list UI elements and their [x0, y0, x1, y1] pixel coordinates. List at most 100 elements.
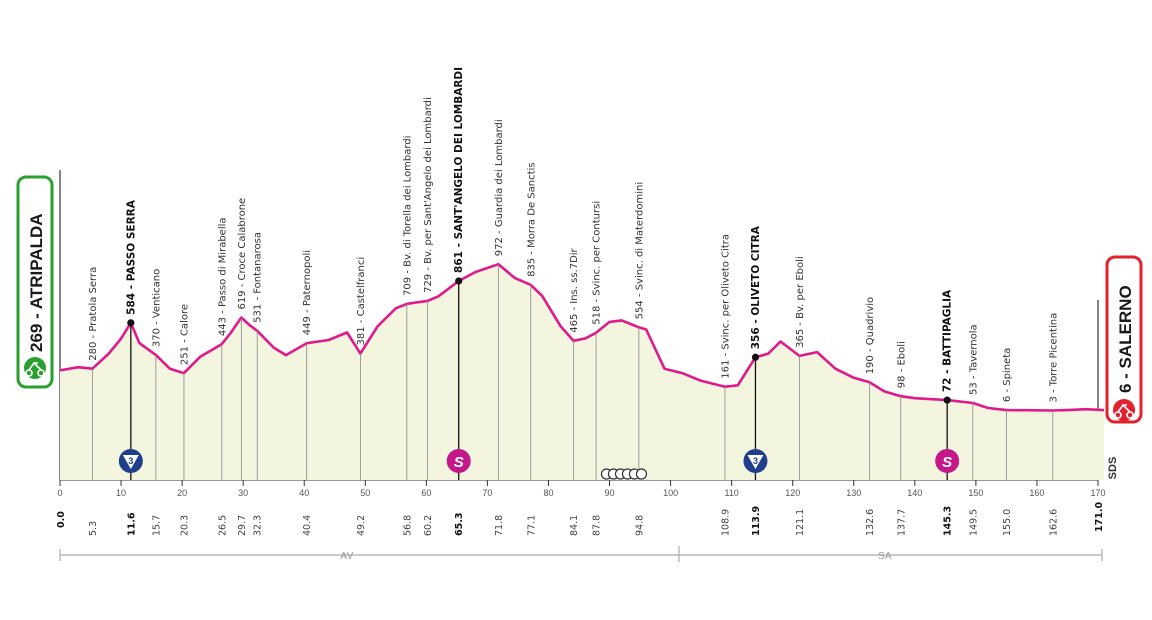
waypoint-km-label: 29.7 — [237, 515, 248, 536]
waypoint-km-label: 56.8 — [402, 515, 413, 536]
start-marker: 269 - ATRIPALDA — [16, 175, 54, 389]
waypoint-dot — [751, 353, 760, 361]
waypoint-km-label: 113.9 — [751, 506, 762, 536]
climb-category-label: 3 — [128, 456, 133, 466]
waypoint-label: 370 - Venticano — [151, 269, 162, 347]
waypoint-label: 3 - Torre Picentina — [1048, 313, 1059, 403]
waypoint-dot — [127, 319, 135, 327]
waypoint-label: 356 - OLIVETO CITRA — [750, 225, 762, 349]
waypoints: 280 - Pratola Serra 5.3 584 - PASSO SERRA 1… — [56, 67, 1105, 536]
waypoint-km-label: 77.1 — [526, 515, 537, 536]
waypoint-km-label: 71.8 — [494, 515, 505, 536]
finish-km-label: 171.0 — [1094, 502, 1105, 532]
waypoint-label: 365 - Bv. per Eboli — [795, 256, 806, 348]
x-tick-label: 0 — [57, 488, 62, 498]
province-bar: AV SA — [59, 546, 1103, 562]
waypoint-label: 381 - Castelfranci — [356, 257, 367, 346]
waypoint-label: 449 - Paternopoli — [302, 250, 313, 335]
waypoint-km-label: 145.3 — [943, 506, 954, 536]
waypoint-km-label: 11.6 — [126, 512, 137, 536]
waypoint-km-label: 49.2 — [356, 515, 367, 536]
waypoint-label: 709 - Bv. di Torella dei Lombardi — [402, 136, 413, 296]
waypoint-label: 443 - Passo di Mirabella — [217, 217, 228, 336]
waypoint-km-label: 5.3 — [88, 521, 99, 536]
waypoint-label: 72 - BATTIPAGLIA — [942, 289, 954, 392]
waypoint-label: 280 - Pratola Serra — [88, 267, 99, 361]
waypoint-km-label: 84.1 — [569, 515, 580, 536]
waypoint-label: 98 - Eboli — [896, 341, 907, 388]
waypoint-km-label: 94.8 — [634, 515, 645, 536]
waypoint-label: 518 - Svinc. per Contursi — [592, 201, 603, 325]
waypoint-label: 619 - Croce Calabrone — [237, 198, 248, 310]
start-label: 269 - ATRIPALDA — [27, 213, 46, 352]
x-tick-label: 20 — [177, 488, 187, 498]
x-tick-label: 90 — [605, 488, 615, 498]
waypoint-km-label: 60.2 — [423, 515, 434, 536]
sprint-label: S — [942, 454, 952, 471]
waypoint-label: 531 - Fontanarosa — [253, 232, 264, 323]
waypoint-km-label: 20.3 — [179, 515, 190, 536]
x-tick-label: 30 — [238, 488, 248, 498]
x-tick-label: 80 — [543, 488, 553, 498]
climb-triangle — [122, 455, 139, 469]
waypoint-dot — [455, 277, 463, 285]
waypoint-km-label: 26.5 — [217, 515, 228, 536]
x-tick-label: 140 — [907, 488, 922, 498]
x-tick-label: 50 — [360, 488, 370, 498]
waypoint-km-label: 121.1 — [795, 509, 806, 536]
x-tick-label: 170 — [1090, 488, 1105, 498]
x-tick-label: 40 — [299, 488, 309, 498]
sprint-icon — [935, 449, 960, 473]
x-tick-label: 150 — [968, 488, 983, 498]
waypoint-km-label: 155.0 — [1002, 509, 1013, 536]
finish-bike-icon — [1113, 399, 1135, 421]
feed-zone-icon — [635, 468, 648, 480]
sprint-label: S — [454, 454, 464, 471]
waypoint-km-label: 132.6 — [865, 509, 876, 536]
waypoint-label: 251 - Calore — [179, 304, 190, 365]
x-tick-label: 100 — [663, 488, 678, 498]
x-tick-label: 130 — [846, 488, 861, 498]
profile-line — [59, 262, 1105, 412]
waypoint-km-label: 108.9 — [720, 509, 731, 536]
waypoint-label: 861 - SANT'ANGELO DEI LOMBARDI — [453, 67, 465, 273]
sprint-icon — [446, 449, 471, 473]
brand-logo: SDS — [1107, 457, 1119, 480]
finish-marker: 6 - SALERNO — [1105, 255, 1143, 424]
x-tick-label: 10 — [116, 488, 126, 498]
waypoint-label: 465 - Ins. ss.7Dir — [569, 247, 580, 332]
x-tick-label: 120 — [785, 488, 800, 498]
waypoint-label: 53 - Tavernola — [968, 324, 979, 395]
waypoint-label: 584 - PASSO SERRA — [125, 199, 137, 315]
province-label: AV — [340, 551, 354, 562]
waypoint-km-label: 149.5 — [968, 509, 979, 536]
waypoint-km-label: 40.4 — [302, 515, 313, 536]
waypoint-label: 554 - Svinc. di Materdomini — [634, 182, 645, 319]
waypoint-km-label: 65.3 — [454, 513, 465, 536]
x-tick-label: 110 — [724, 488, 738, 498]
waypoint-label: 161 - Svinc. per Oliveto Citra — [720, 234, 731, 379]
waypoint-km-label: 15.7 — [151, 515, 162, 536]
waypoint-km-label: 162.6 — [1048, 509, 1059, 536]
profile-fill — [60, 264, 1105, 480]
x-tick-label: 60 — [421, 488, 431, 498]
feed-zone — [600, 468, 648, 480]
profile-area — [59, 262, 1105, 480]
start-bike-icon — [24, 357, 46, 379]
finish-label: 6 - SALERNO — [1116, 285, 1135, 393]
waypoint-km-label: 32.3 — [253, 515, 264, 536]
waypoint-km-label: 137.7 — [896, 509, 907, 536]
waypoint-label: 972 - Guardia dei Lombardi — [494, 119, 505, 256]
climb-category-label: 3 — [753, 456, 758, 466]
waypoint-label: 190 - Quadrivio — [865, 297, 876, 374]
x-tick-label: 160 — [1029, 488, 1044, 498]
waypoint-label: 6 - Spineta — [1002, 348, 1013, 402]
waypoint-label: 835 - Morra De Sanctis — [526, 163, 537, 277]
climb-triangle — [747, 455, 764, 469]
waypoint-dot — [943, 396, 951, 404]
waypoint-label: 729 - Bv. per Sant'Angelo dei Lombardi — [423, 97, 434, 293]
province-label: SA — [878, 551, 892, 562]
waypoint-km-label: 87.8 — [592, 515, 603, 536]
x-tick-label: 70 — [482, 488, 492, 498]
